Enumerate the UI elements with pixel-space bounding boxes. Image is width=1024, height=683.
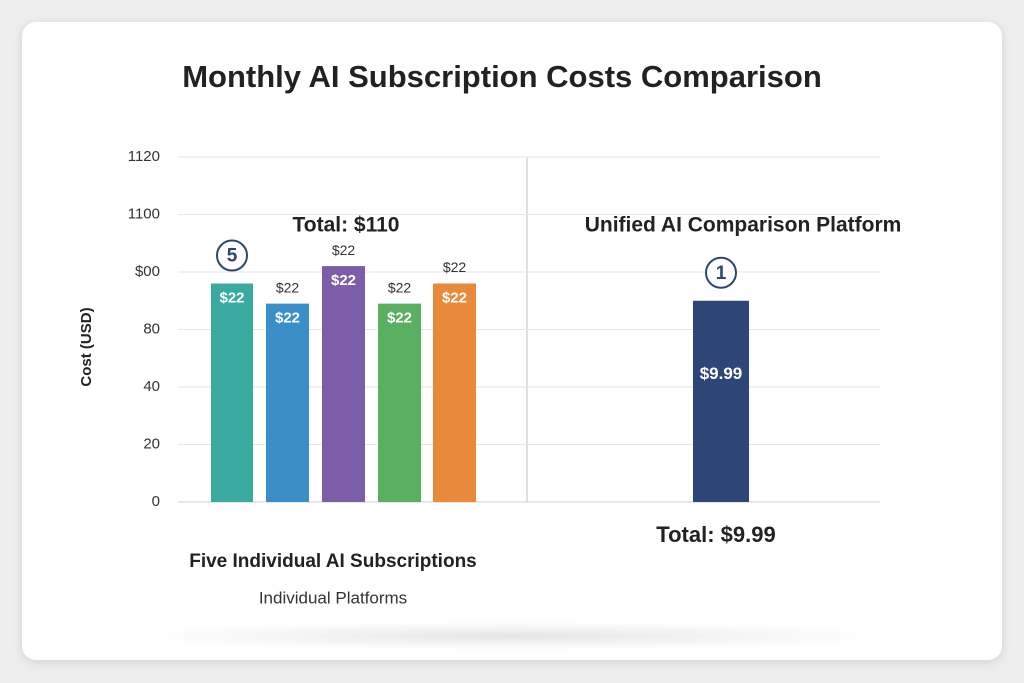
y-tick-label: 80 bbox=[143, 320, 160, 337]
y-tick-label: 1100 bbox=[128, 205, 160, 222]
badge-label: 5 bbox=[227, 246, 238, 267]
badge bbox=[705, 256, 737, 289]
bar-label: $22 bbox=[275, 310, 300, 327]
bar bbox=[322, 266, 365, 502]
bar bbox=[378, 303, 421, 502]
group-subtitle: Individual Platforms bbox=[259, 588, 407, 607]
y-tick-label: 20 bbox=[143, 435, 160, 452]
bar bbox=[693, 300, 749, 502]
bar bbox=[211, 283, 253, 502]
bar bbox=[433, 283, 476, 502]
bar-top-label: $22 bbox=[276, 279, 300, 295]
group-name: Five Individual AI Subscriptions bbox=[189, 551, 477, 572]
bar-label: $22 bbox=[387, 310, 412, 327]
shadow bbox=[132, 622, 892, 650]
bar-top-label: $22 bbox=[443, 259, 467, 275]
bar-label: $9.99 bbox=[700, 364, 743, 383]
group-total: Total: $9.99 bbox=[656, 522, 775, 547]
bar-top-label: $22 bbox=[388, 279, 412, 295]
bar-label: $22 bbox=[219, 289, 244, 306]
y-tick-label: 40 bbox=[143, 378, 160, 395]
y-tick-label: 1120 bbox=[128, 148, 160, 165]
group-name: Unified AI Comparison Platform bbox=[585, 214, 902, 237]
chart-title: Monthly AI Subscription Costs Comparison bbox=[182, 59, 822, 94]
bar-top-label: $22 bbox=[332, 242, 356, 258]
group-total: Total: $110 bbox=[293, 214, 400, 237]
y-tick-label: $00 bbox=[135, 263, 160, 280]
y-tick-label: 0 bbox=[152, 493, 160, 510]
bar bbox=[266, 303, 309, 502]
bar-label: $22 bbox=[331, 272, 356, 289]
badge-label: 1 bbox=[716, 263, 727, 284]
badge bbox=[216, 239, 248, 272]
card bbox=[22, 22, 1002, 660]
bar-label: $22 bbox=[442, 289, 467, 306]
y-axis-label: Cost (USD) bbox=[78, 307, 95, 386]
